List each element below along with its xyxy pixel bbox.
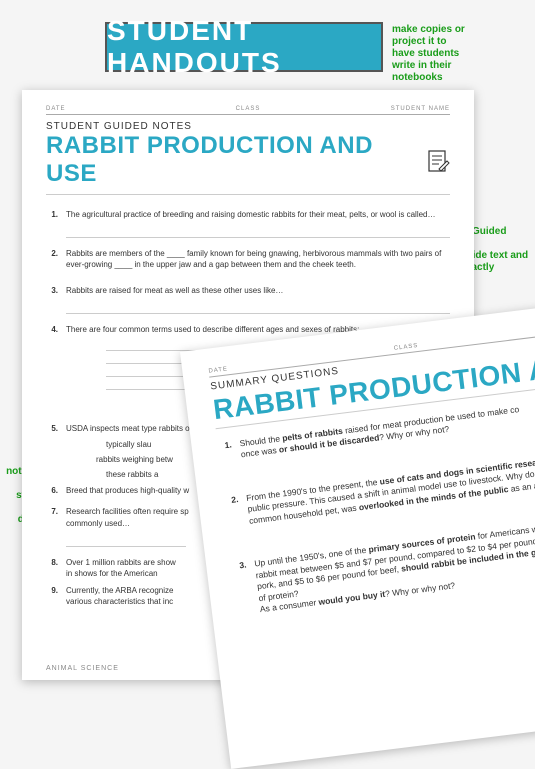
q-num: 2. — [46, 248, 58, 270]
q-text: Rabbits are raised for meat as well as t… — [66, 285, 283, 296]
q-num: 7. — [46, 506, 58, 528]
hdr-name: STUDENT NAME — [498, 320, 535, 339]
q-text: There are four common terms used to desc… — [66, 324, 359, 335]
q-text: Rabbits are members of the ____ family k… — [66, 248, 450, 270]
page-title: RABBIT PRODUCTION AND USE — [46, 132, 417, 188]
q7a: commonly used… — [66, 519, 130, 528]
banner: STUDENT HANDOUTS — [105, 22, 383, 72]
q-text: The agricultural practice of breeding an… — [66, 209, 436, 220]
hdr-date: DATE — [46, 106, 154, 112]
answer-line — [66, 302, 450, 314]
hdr-class: CLASS — [194, 106, 302, 112]
q-num: 2. — [224, 494, 242, 530]
answer-line — [66, 226, 450, 238]
footer: ANIMAL SCIENCE — [46, 665, 119, 672]
q1: 1. The agricultural practice of breeding … — [46, 209, 450, 220]
header-row: DATE CLASS STUDENT NAME — [46, 106, 450, 115]
q-num: 3. — [46, 285, 58, 296]
q2: 2. Rabbits are members of the ____ family… — [46, 248, 450, 270]
q-num: 1. — [217, 439, 234, 463]
pencil-icon — [427, 149, 450, 173]
q3: 3. Rabbits are raised for meat as well as… — [46, 285, 450, 296]
q-num: 8. — [46, 557, 58, 579]
q-num: 9. — [46, 585, 58, 607]
q9a: various characteristics that inc — [66, 597, 173, 606]
q8a: in shows for the American — [66, 569, 158, 578]
q-num: 3. — [232, 560, 253, 619]
title-row: RABBIT PRODUCTION AND USE — [46, 132, 450, 195]
q-num: 4. — [46, 324, 58, 335]
q-num: 5. — [46, 423, 58, 434]
q-text: Over 1 million rabbits are show — [66, 558, 176, 567]
q-text: USDA inspects meat type rabbits on a — [66, 423, 201, 434]
subhead: STUDENT GUIDED NOTES — [46, 121, 450, 132]
q-num: 6. — [46, 485, 58, 496]
q-num: 1. — [46, 209, 58, 220]
banner-text: STUDENT HANDOUTS — [107, 15, 381, 79]
answer-line — [66, 535, 186, 547]
q-text: Breed that produces high-quality w — [66, 485, 189, 496]
annot-top-right: make copies orproject it tohave students… — [392, 24, 512, 84]
page-summary-questions: DATE CLASS STUDENT NAME SUMMARY QUESTION… — [180, 297, 535, 769]
hdr-name: STUDENT NAME — [342, 106, 450, 112]
q-text: Currently, the ARBA recognize — [66, 586, 173, 595]
q-text: Research facilities often require sp — [66, 507, 189, 516]
